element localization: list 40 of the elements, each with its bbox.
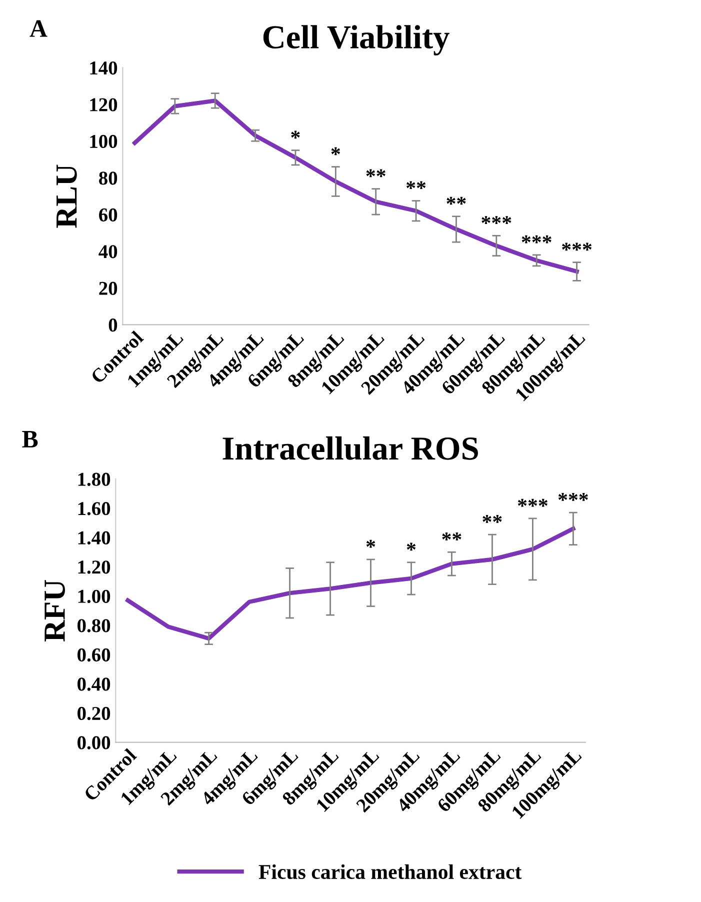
y-axis-title: RFU [44,580,65,642]
y-tick-label: 0.80 [78,619,110,632]
line-series [126,526,576,641]
annotation: ** [366,169,386,178]
y-tick-label: 40 [98,245,118,258]
y-tick-label: 0.00 [78,736,110,750]
y-tick-label: 100 [90,134,118,148]
y-tick-label: 1.20 [78,560,110,574]
y-tick-label: 1.40 [78,531,110,545]
y-tick-label: 1.60 [78,502,110,516]
y-tick-label: 0.60 [78,648,110,662]
y-tick-label: 1.00 [78,590,110,604]
annotation: * [331,147,340,156]
y-axis-title: RLU [56,164,77,228]
chart-title: Cell Viability [263,25,450,56]
y-tick-label: 60 [99,208,118,222]
annotation: ** [442,532,462,540]
annotation: *** [482,216,512,224]
annotation: *** [558,493,588,501]
y-tick-label: 0.20 [78,706,110,720]
y-tick-label: 20 [99,282,118,295]
y-tick-label: 120 [90,98,118,112]
chart-title: Intracellular ROS [222,436,478,460]
y-tick-label: 0.40 [78,678,110,691]
y-tick-label: 1.80 [78,472,110,486]
y-tick-label: 80 [99,172,118,185]
y-tick-label: 140 [90,61,118,75]
annotation: * [366,540,376,548]
y-tick-label: 0 [108,318,118,332]
annotation: *** [562,242,592,251]
text: B [22,430,38,448]
annotation: *** [518,498,548,507]
annotation: * [291,130,300,139]
annotation: ** [406,181,426,190]
annotation: ** [482,514,502,523]
annotation: * [406,542,416,551]
annotation: ** [446,196,466,205]
text: A [30,20,48,37]
annotation: *** [522,235,552,244]
legend-label: Ficus carica methanol extract [258,864,522,880]
